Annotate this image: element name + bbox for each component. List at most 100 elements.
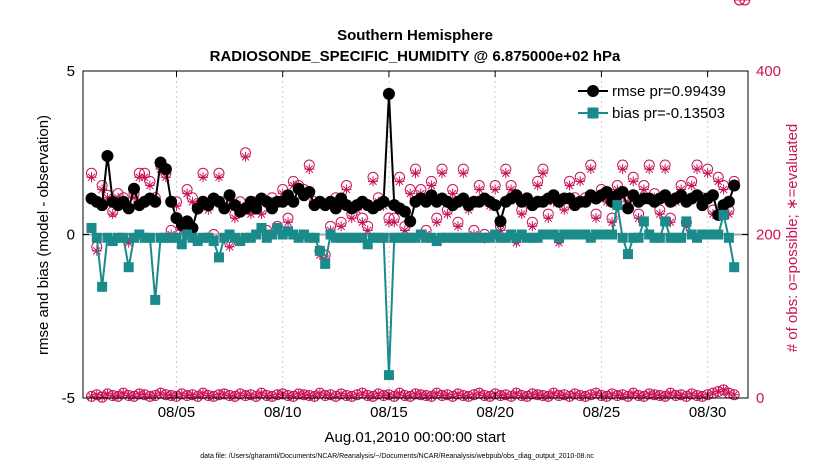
rmse-point (287, 195, 300, 208)
bias-point (511, 232, 522, 243)
obs-evaluated-marker (532, 180, 543, 191)
bias-point (272, 222, 283, 233)
bias-point (596, 229, 607, 240)
bias-point (176, 239, 187, 250)
rmse-point (165, 195, 178, 208)
obs-evaluated-stroke (576, 177, 585, 186)
obs-evaluated-marker (341, 184, 352, 195)
obs-evaluated-marker (240, 151, 251, 162)
bias-point (644, 229, 655, 240)
chart-title: Southern Hemisphere (337, 27, 493, 44)
obs-evaluated-stroke (188, 197, 197, 206)
obs-evaluated-stroke (390, 218, 399, 227)
obs-evaluated-stroke (448, 189, 457, 198)
rmse-point (101, 150, 114, 163)
x-tick-label: 08/15 (370, 404, 408, 421)
bias-point (660, 216, 671, 227)
bias-point (447, 232, 458, 243)
rmse-point (404, 215, 417, 228)
obs-evaluated-marker (368, 176, 379, 187)
obs-evaluated-marker (447, 188, 458, 199)
obs-evaluated-marker (426, 391, 437, 402)
obs-evaluated-stroke (512, 389, 521, 397)
bias-point (580, 229, 591, 240)
bias-point (543, 229, 554, 240)
y2-tick-label: 200 (756, 227, 781, 244)
bias-point (516, 229, 527, 240)
obs-evaluated-stroke (411, 169, 420, 178)
bias-point (277, 229, 288, 240)
x-tick-label: 08/10 (264, 404, 302, 421)
bias-point (394, 232, 405, 243)
obs-evaluated-marker (702, 168, 713, 179)
obs-evaluated-stroke (193, 392, 202, 401)
bias-point (346, 232, 357, 243)
rmse-point (600, 185, 613, 198)
obs-evaluated-marker (198, 172, 209, 183)
bias-point (548, 229, 559, 240)
bias-point (160, 232, 171, 243)
rmse-point (706, 189, 719, 202)
bias-point (474, 232, 485, 243)
rmse-point (250, 202, 263, 215)
bias-point (166, 232, 177, 243)
bias-point (437, 232, 448, 243)
obs-evaluated-stroke (586, 390, 595, 399)
obs-evaluated-stroke (517, 210, 526, 218)
bias-point (97, 281, 108, 292)
obs-evaluated-stroke (624, 392, 632, 401)
obs-evaluated-stroke (225, 242, 234, 251)
obs-evaluated-stroke (140, 173, 149, 182)
obs-evaluated-stroke (464, 392, 473, 401)
y-axis-label: rmse and bias (model - observation) (35, 115, 52, 355)
bias-point (713, 229, 724, 240)
obs-evaluated-marker (389, 391, 400, 402)
obs-evaluated-marker (91, 245, 102, 256)
obs-evaluated-stroke (629, 389, 638, 397)
bias-point (553, 232, 564, 243)
bias-point (155, 232, 166, 243)
obs-evaluated-marker (426, 180, 437, 191)
bias-point (532, 232, 543, 243)
obs-evaluated-stroke (400, 226, 409, 235)
bias-point (113, 232, 124, 243)
rmse-point (621, 202, 634, 215)
bias-point (229, 232, 240, 243)
bias-point (192, 236, 203, 247)
bias-point (128, 232, 139, 243)
bias-point (341, 232, 352, 243)
obs-evaluated-stroke (305, 165, 314, 173)
bias-point (537, 229, 548, 240)
x-tick-label: 08/25 (583, 404, 621, 421)
obs-evaluated-marker (452, 221, 463, 232)
bias-point (654, 232, 665, 243)
obs-evaluated-marker (644, 164, 655, 175)
bias-point (490, 229, 501, 240)
x-tick-label: 08/20 (476, 404, 514, 421)
obs-evaluated-stroke (209, 392, 218, 401)
obs-evaluated-stroke (565, 181, 574, 190)
obs-evaluated-stroke (544, 392, 553, 401)
axis-layer: 08/05 08/10 08/15 08/20 08/25 08/30 -5 0 5 0 200 40… (62, 63, 781, 421)
obs-evaluated-stroke (714, 387, 723, 396)
obs-evaluated-stroke (693, 165, 701, 173)
obs-evaluated-marker (718, 184, 729, 195)
rmse-point (218, 202, 231, 215)
bias-point (442, 232, 453, 243)
bias-point (298, 229, 309, 240)
obs-evaluated-marker (437, 168, 448, 179)
obs-evaluated-stroke (703, 169, 712, 178)
obs-evaluated-stroke (358, 389, 367, 397)
bias-point (203, 232, 214, 243)
obs-evaluated-stroke (252, 392, 261, 401)
bias-point (187, 232, 198, 243)
bias-point (458, 232, 469, 243)
obs-evaluated-stroke (581, 392, 590, 401)
bias-point (357, 232, 368, 243)
rmse-point (494, 215, 507, 228)
obs-evaluated-stroke (98, 393, 107, 402)
rmse-point (489, 199, 502, 212)
legend-rmse-label: rmse pr=0.99439 (612, 83, 726, 100)
obs-evaluated-marker (107, 209, 118, 220)
obs-evaluated-stroke (719, 185, 728, 194)
